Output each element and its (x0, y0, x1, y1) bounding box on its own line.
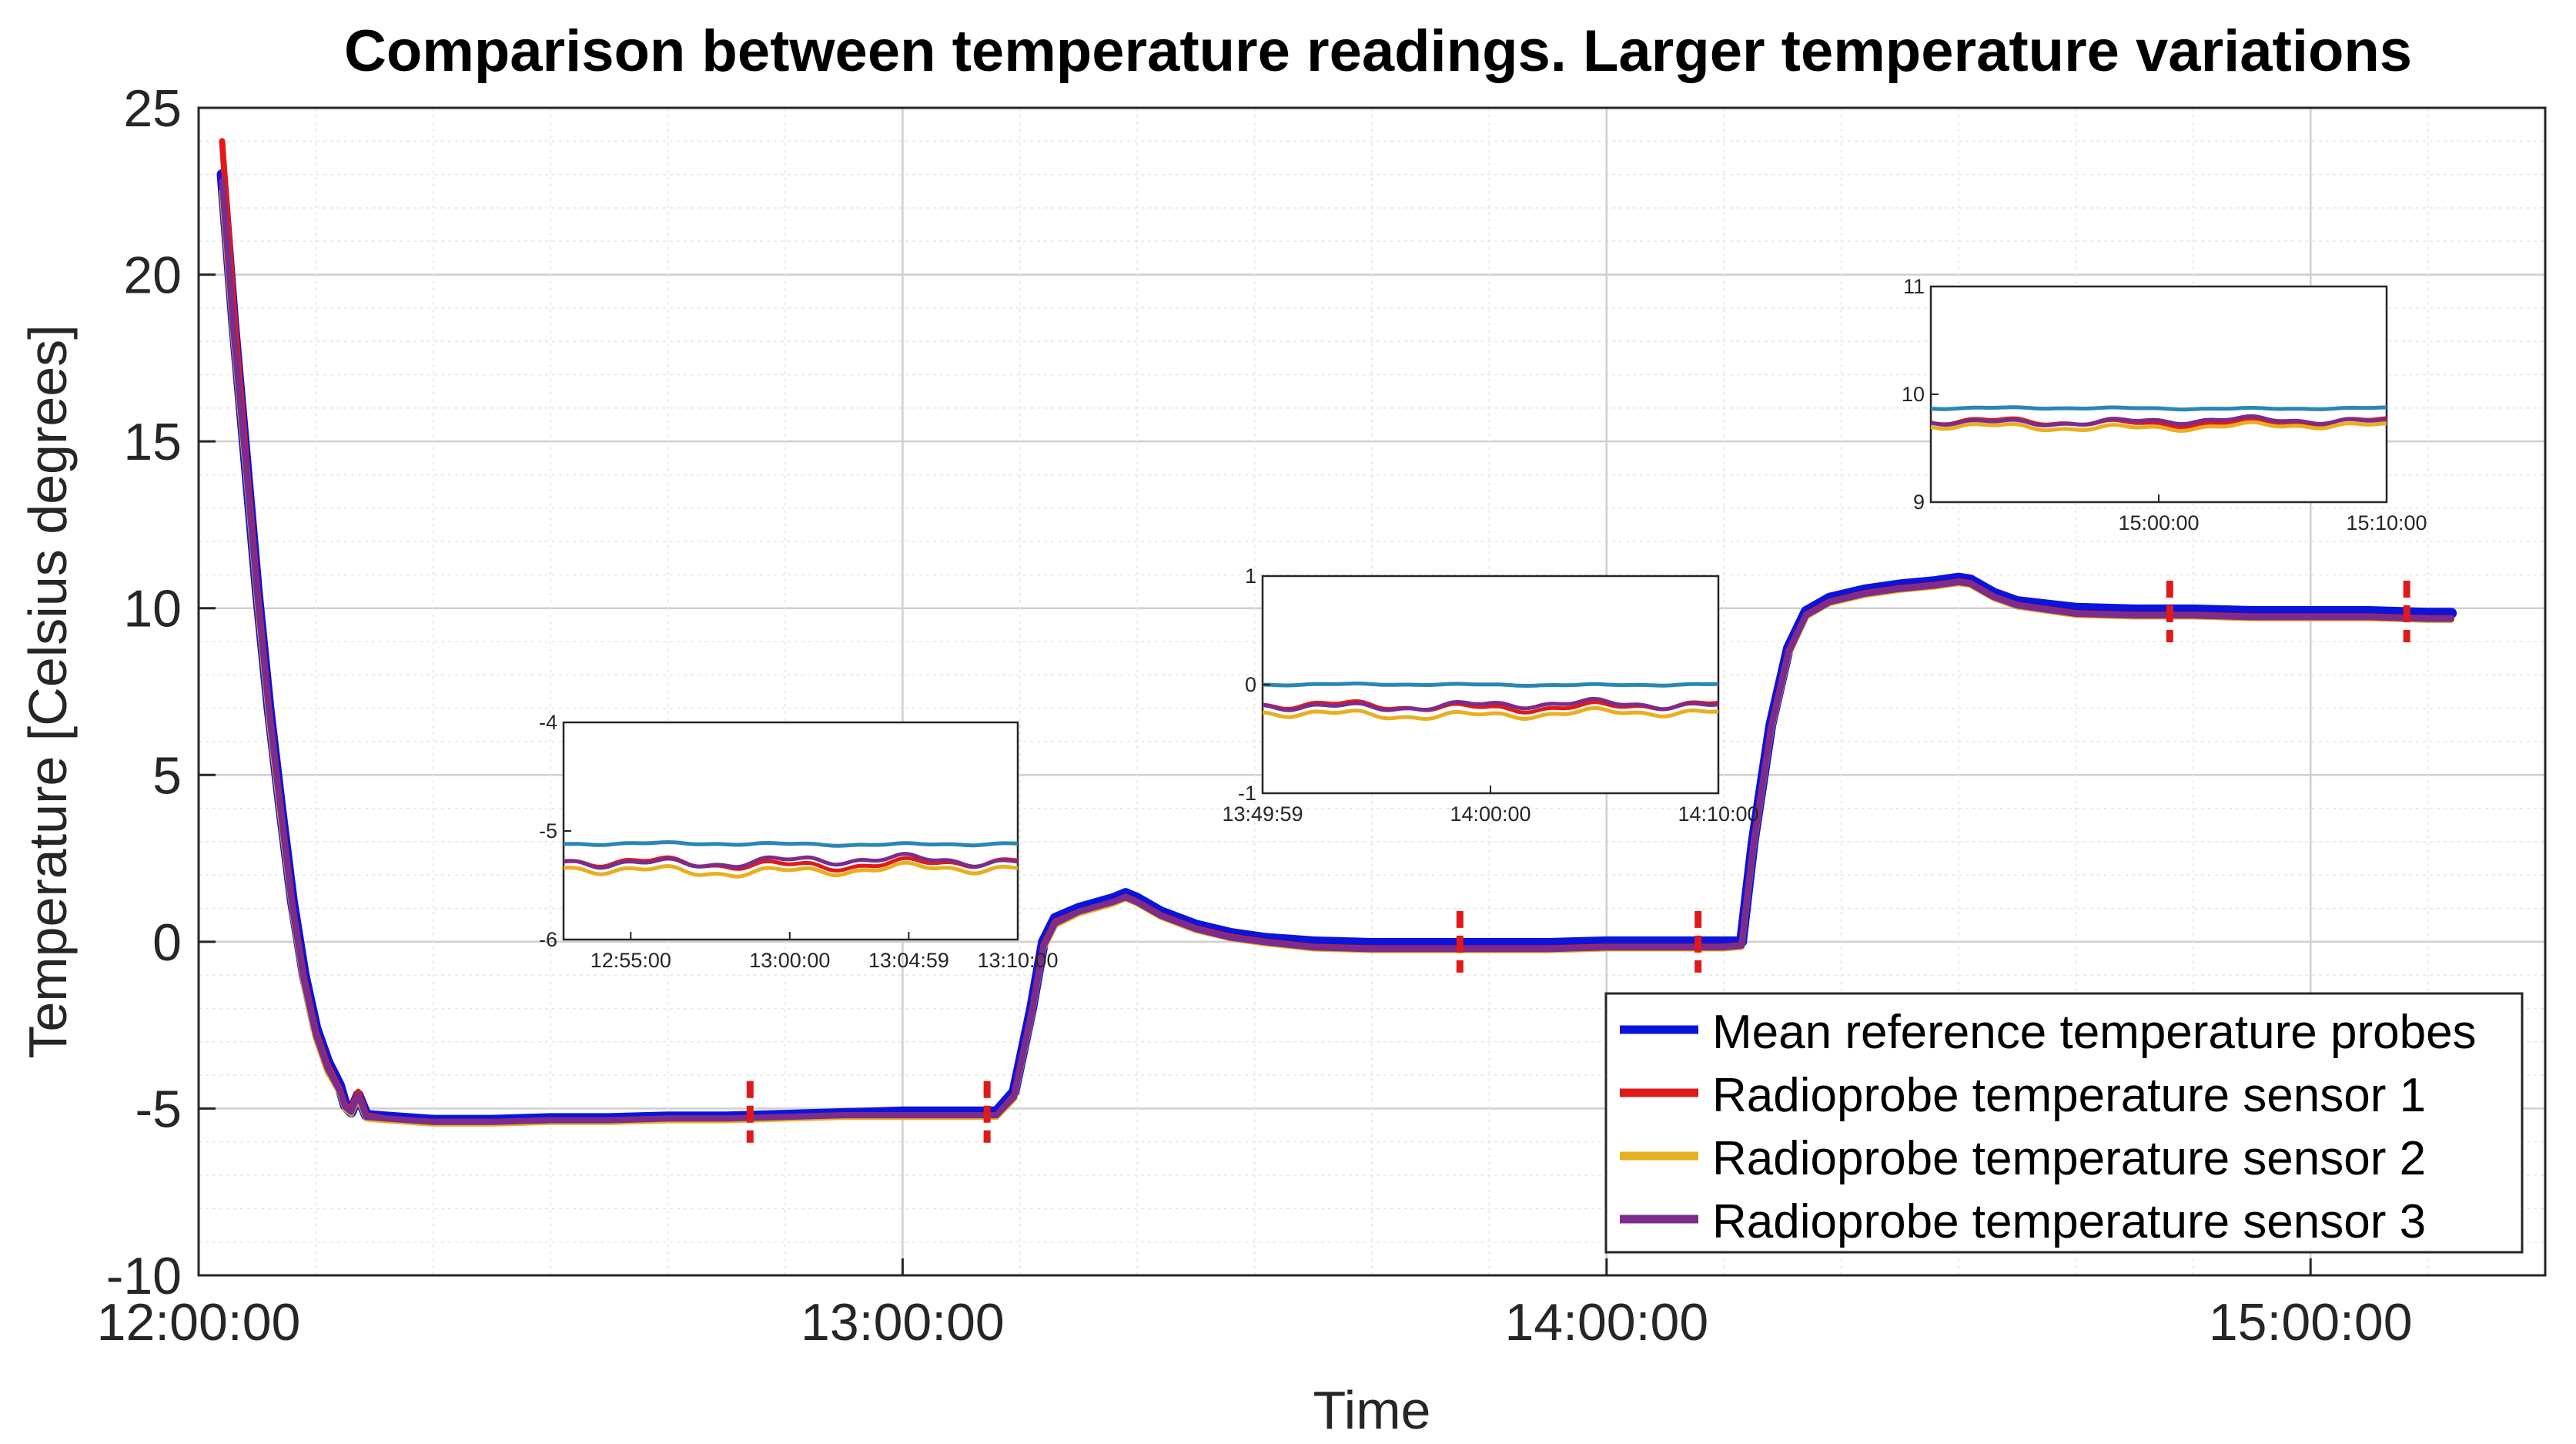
inset-3: 11 10 9 15:00:00 15:10:00 (1902, 275, 2427, 534)
inset-x-tick-label: 12:55:00 (590, 949, 671, 972)
series-line-4 (219, 178, 2455, 1125)
inset-y-tick-label: 1 (1245, 565, 1256, 588)
inset-series-line (563, 840, 1018, 848)
inset-series-line (1930, 405, 2387, 412)
x-axis-label: Time (1313, 1380, 1431, 1440)
y-tick-label: 15 (123, 413, 182, 471)
inset-x-tick-label: 13:10:00 (977, 949, 1058, 972)
inset-x-tick-label: 13:00:00 (749, 949, 830, 972)
legend-label: Radioprobe temperature sensor 3 (1712, 1195, 2426, 1248)
legend-item: Radioprobe temperature sensor 2 (1620, 1132, 2426, 1185)
inset-y-tick-label: 9 (1913, 491, 1925, 514)
y-tick-label: 0 (152, 913, 182, 972)
inset-frame (1929, 285, 2388, 504)
inset-x-tick-label: 13:49:59 (1222, 802, 1303, 826)
inset-x-tick-label: 15:00:00 (2118, 511, 2199, 534)
inset-y-tick-label: -1 (1238, 782, 1256, 805)
inset-series-line (1930, 420, 2387, 433)
legend-item: Mean reference temperature probes (1620, 1006, 2477, 1059)
inset-series-line (563, 852, 1019, 870)
y-tick-label: -10 (106, 1247, 182, 1305)
inset-2: 1 0 -113:49:59 14:00:00 14:10:00 (1222, 565, 1758, 826)
inset-1: -4 -5 -6 12:55:00 13:00:00 13:04:59 13:10:00 (539, 711, 1059, 972)
inset-x-tick-label: 14:10:00 (1678, 802, 1758, 826)
series-lines (216, 138, 2457, 1127)
legend-label: Radioprobe temperature sensor 1 (1712, 1069, 2426, 1122)
inset-y-tick-label: 10 (1902, 383, 1925, 406)
inset-y-tick-label: 11 (1903, 275, 1925, 298)
legend: Mean reference temperature probes Radiop… (1604, 992, 2524, 1254)
inset-series-line (1262, 705, 1719, 721)
inset-series-line (563, 860, 1019, 879)
chart-title: Comparison between temperature readings.… (344, 18, 2412, 84)
x-tick-label: 13:00:00 (801, 1293, 1005, 1352)
inset-x-tick-label: 13:04:59 (868, 949, 949, 972)
y-tick-label: -5 (135, 1080, 182, 1138)
legend-item: Radioprobe temperature sensor 3 (1620, 1195, 2426, 1248)
x-tick-label: 12:00:00 (97, 1293, 301, 1352)
legend-label: Radioprobe temperature sensor 2 (1712, 1132, 2426, 1185)
inset-series-line (1930, 414, 2387, 427)
x-tick-label: 15:00:00 (2209, 1293, 2413, 1352)
legend-label: Mean reference temperature probes (1712, 1006, 2477, 1059)
legend-item: Radioprobe temperature sensor 1 (1620, 1069, 2426, 1122)
y-tick-label: 20 (123, 246, 182, 305)
segment-markers (746, 581, 2410, 1143)
y-axis-label: Temperature [Celsius degrees] (18, 324, 78, 1058)
inset-frame (562, 721, 1019, 941)
inset-x-tick-label: 15:10:00 (2346, 511, 2427, 534)
y-tick-label: 25 (123, 79, 182, 138)
inset-series-line (1262, 682, 1719, 688)
y-tick-label: 10 (123, 580, 182, 638)
legend-box (1604, 992, 2524, 1254)
y-tick-label: 5 (152, 746, 182, 805)
inset-y-tick-label: -4 (539, 711, 557, 734)
plot-frame (197, 106, 2547, 1277)
inset-y-tick-label: -6 (539, 928, 557, 951)
inset-y-tick-label: 0 (1245, 673, 1256, 696)
inset-series-line (1262, 696, 1719, 712)
zoom-insets: -4-5-612:55:00 13:00:00 13:04:59 13:10:0010… (539, 275, 2427, 972)
inset-y-tick-label: -5 (539, 819, 557, 843)
inset-x-tick-label: 14:00:00 (1450, 802, 1531, 826)
x-tick-label: 14:00:00 (1504, 1293, 1708, 1352)
